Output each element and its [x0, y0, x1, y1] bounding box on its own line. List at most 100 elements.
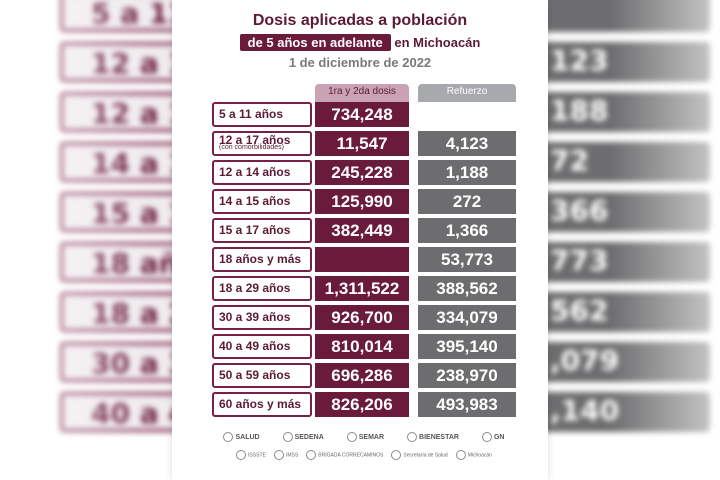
infographic-subtitle: de 5 años en adelante en Michoacán [172, 34, 548, 51]
booster-value: 1,188 [418, 160, 516, 185]
first-second-dose-value: 245,228 [315, 160, 409, 185]
age-group-label: 40 a 49 años [212, 334, 312, 359]
logo-secondary: IMSS [273, 450, 299, 460]
background-fragment-text: 562 [550, 294, 609, 327]
emblem-icon [455, 450, 466, 460]
column-header-booster: Refuerzo [418, 84, 516, 102]
age-group-text: 5 a 11 años [219, 107, 284, 121]
table-row: 14 a 15 años 125,990 272 [212, 189, 516, 214]
background-fragment-text: 72 [550, 144, 589, 177]
first-second-dose-value: 734,248 [315, 102, 409, 127]
column-header-first-second-dose: 1ra y 2da dosis [315, 84, 409, 102]
table-row: 40 a 49 años 810,014 395,140 [212, 334, 516, 359]
age-group-label: 18 años y más [212, 247, 312, 272]
first-second-dose-value: 810,014 [315, 334, 409, 359]
age-group-label: 50 a 59 años [212, 363, 312, 388]
emblem-icon [407, 432, 418, 442]
emblem-icon [223, 432, 234, 442]
logo-secondary: Michoacán [455, 450, 492, 460]
age-group-label: 15 a 17 años [212, 218, 312, 243]
first-second-dose-value: 11,547 [315, 131, 409, 156]
logo-text: BIENESTAR [419, 433, 459, 441]
fade-left [0, 0, 160, 480]
subtitle-rest: en Michoacán [394, 35, 481, 50]
age-group-text: 12 a 14 años [219, 165, 291, 179]
background-fragment-text: ,079 [550, 344, 620, 377]
age-group-text: 15 a 17 años [219, 223, 291, 237]
age-group-text: 18 años y más [219, 252, 302, 266]
age-group-note: (con comorbilidades) [219, 144, 284, 151]
logo-text: Secretaría de Salud [403, 452, 448, 459]
age-group-label: 12 a 14 años [212, 160, 312, 185]
booster-value: 4,123 [418, 131, 516, 156]
booster-value: 493,983 [418, 392, 516, 417]
subtitle-highlight: de 5 años en adelante [239, 34, 391, 51]
table-row: 60 años y más 826,206 493,983 [212, 392, 516, 417]
logo-text: IMSS [285, 452, 299, 459]
booster-value: 53,773 [418, 247, 516, 272]
age-group-label: 18 a 29 años [212, 276, 312, 301]
first-second-dose-value: 826,206 [315, 392, 409, 417]
fade-right [610, 0, 720, 480]
logo-text: SEDENA [294, 433, 324, 441]
age-group-text: 60 años y más [219, 397, 302, 411]
table-row: 18 a 29 años 1,311,522 388,562 [212, 276, 516, 301]
age-group-text: 50 a 59 años [219, 368, 291, 382]
table-row: 50 a 59 años 696,286 238,970 [212, 363, 516, 388]
booster-value: 334,079 [418, 305, 516, 330]
emblem-icon [273, 450, 284, 460]
table-row: 12 a 17 años (con comorbilidades) 11,547 4,… [212, 131, 516, 156]
first-second-dose-value: 125,990 [315, 189, 409, 214]
logo-text: SALUD [235, 433, 260, 441]
emblem-icon [391, 450, 402, 460]
emblem-icon [282, 432, 293, 442]
booster-empty-cell [418, 102, 516, 127]
age-group-text: 14 a 15 años [219, 194, 291, 208]
table-row: 12 a 14 años 245,228 1,188 [212, 160, 516, 185]
logo-sedena: SEDENA [282, 432, 324, 442]
booster-value: 238,970 [418, 363, 516, 388]
first-second-dose-value: 1,311,522 [315, 276, 409, 301]
logo-bienestar: BIENESTAR [407, 432, 459, 442]
logo-gn: GN [481, 432, 505, 442]
age-group-text: 18 a 29 años [219, 281, 291, 295]
first-second-dose-value: 926,700 [315, 305, 409, 330]
report-date: 1 de diciembre de 2022 [288, 55, 432, 70]
age-group-label: 60 años y más [212, 392, 312, 417]
logo-text: GN [493, 433, 505, 441]
background-fragment-text: 366 [550, 194, 609, 227]
first-second-dose-value: 696,286 [315, 363, 409, 388]
infographic-title: Dosis aplicadas a población [252, 12, 468, 29]
booster-value: 1,366 [418, 218, 516, 243]
logo-text: SEMAR [358, 433, 385, 441]
age-group-label: 30 a 39 años [212, 305, 312, 330]
logo-text: BRIGADA CORRECAMINOS [318, 452, 384, 459]
booster-value: 395,140 [418, 334, 516, 359]
background-fragment-text: 188 [550, 94, 609, 127]
logo-text: Michoacán [467, 452, 492, 459]
infographic-card: Dosis aplicadas a población de 5 años en… [172, 0, 548, 480]
age-group-text: 12 a 17 años [219, 133, 291, 147]
background-fragment-text: ,140 [550, 394, 620, 427]
table-row: 5 a 11 años 734,248 [212, 102, 516, 127]
age-group-text: 30 a 39 años [219, 310, 291, 324]
logo-row-bottom: ISSSTE IMSS BRIGADA CORRECAMINOS Secretaría… [232, 450, 496, 460]
emblem-icon [236, 450, 247, 460]
logo-secondary: Secretaría de Salud [391, 450, 448, 460]
logo-text: ISSSTE [248, 452, 266, 459]
background-fragment-text: 123 [550, 44, 609, 77]
first-second-dose-value: 382,449 [315, 218, 409, 243]
logo-row-top: SALUD SEDENA SEMAR BIENESTAR GN [212, 432, 516, 442]
age-group-label: 12 a 17 años (con comorbilidades) [212, 131, 312, 156]
emblem-icon [481, 432, 492, 442]
logo-secondary: BRIGADA CORRECAMINOS [306, 450, 383, 460]
booster-value: 388,562 [418, 276, 516, 301]
table-row: 15 a 17 años 382,449 1,366 [212, 218, 516, 243]
logo-semar: SEMAR [346, 432, 385, 442]
emblem-icon [306, 450, 317, 460]
logo-secondary: ISSSTE [236, 450, 266, 460]
age-group-label: 14 a 15 años [212, 189, 312, 214]
age-group-text: 40 a 49 años [219, 339, 291, 353]
age-group-label: 5 a 11 años [212, 102, 312, 127]
first-second-dose-empty-cell [315, 247, 409, 272]
